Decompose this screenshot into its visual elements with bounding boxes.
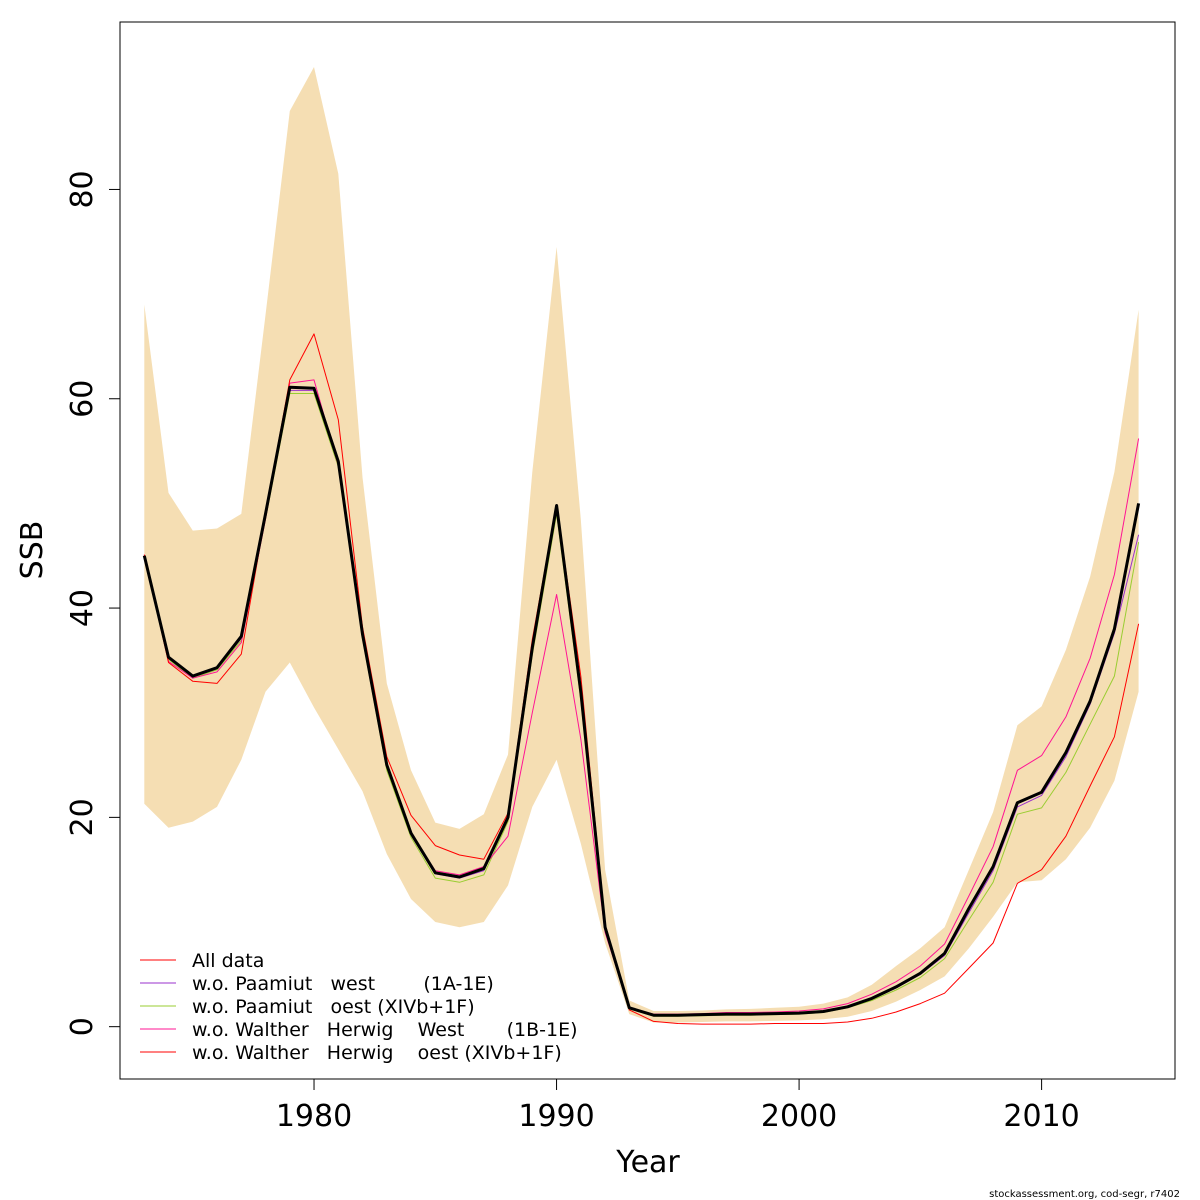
y-tick-label: 40 [65,589,100,627]
confidence-band-layer [144,67,1139,1023]
legend-label: w.o. Paamiut west (1A-1E) [192,973,494,995]
y-tick-label: 80 [65,170,100,208]
legend-label: All data [192,950,264,972]
series-layer [142,333,1141,1025]
legend-label: w.o. Paamiut oest (XIVb+1F) [192,996,475,1018]
x-tick-label: 1980 [276,1099,352,1134]
series-line-4 [143,333,1140,1025]
x-axis-title: Year [615,1145,680,1180]
x-tick-label: 1990 [518,1099,594,1134]
series-line-0 [142,385,1141,1017]
confidence-band [144,67,1139,1023]
footer-text: stockassessment.org, cod-segr, r7402 [989,1189,1180,1200]
y-axis-title: SSB [15,521,50,580]
y-tick-label: 20 [65,798,100,836]
y-tick-label: 60 [65,380,100,418]
y-axis: 0 20 40 60 80 [65,170,121,1036]
x-tick-label: 2000 [761,1099,837,1134]
x-axis: 1980 1990 2000 2010 [276,1078,1080,1134]
legend-label: w.o. Walther Herwig oest (XIVb+1F) [192,1042,562,1064]
legend-label: w.o. Walther Herwig West (1B-1E) [192,1019,578,1041]
x-tick-label: 2010 [1003,1099,1079,1134]
y-tick-label: 0 [65,1017,100,1036]
